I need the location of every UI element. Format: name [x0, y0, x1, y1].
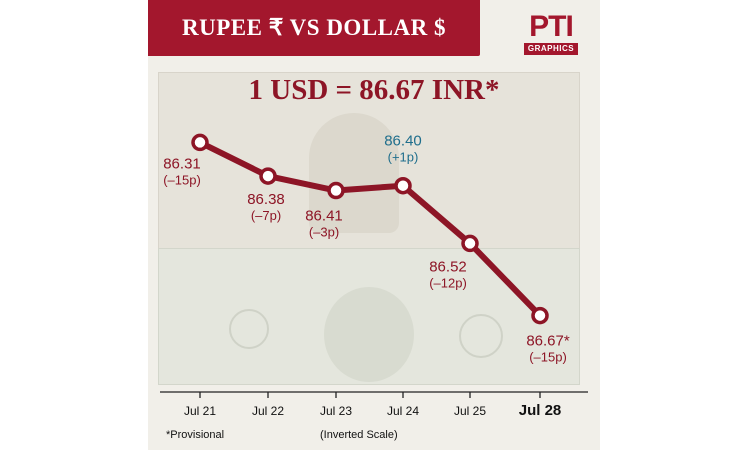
- pti-logo-mark: PTI: [529, 10, 574, 43]
- inverted-scale-note: (Inverted Scale): [320, 429, 398, 441]
- data-value-label: 86.38: [247, 191, 285, 208]
- data-change-label: (–15p): [529, 350, 567, 365]
- x-tick-label: Jul 23: [320, 404, 352, 418]
- title-banner: RUPEE ₹ VS DOLLAR $: [148, 0, 480, 56]
- data-value-label: 86.67*: [526, 333, 570, 350]
- data-change-label: (–15p): [163, 172, 201, 187]
- data-point: [259, 167, 277, 185]
- dollar-portrait-image: [324, 287, 414, 382]
- rupee-portrait-image: [309, 113, 399, 233]
- pti-logo: PTI GRAPHICS: [522, 12, 580, 56]
- dollar-seal-icon: [229, 309, 269, 349]
- dollar-seal-icon-2: [459, 314, 503, 358]
- data-point: [327, 181, 345, 200]
- data-change-label: (–3p): [309, 225, 339, 240]
- x-tick-label: Jul 24: [387, 404, 419, 418]
- rupee-note-image: [158, 72, 580, 252]
- page-title: RUPEE ₹ VS DOLLAR $: [182, 15, 446, 40]
- exchange-rate-headline: 1 USD = 86.67 INR*: [248, 74, 500, 106]
- data-point: [461, 234, 479, 253]
- x-tick-label: Jul 25: [454, 404, 486, 418]
- dollar-note-image: [158, 248, 580, 385]
- data-value-label: 86.40: [384, 133, 422, 150]
- x-tick-label: Jul 28: [519, 402, 562, 419]
- data-change-label: (+1p): [388, 150, 419, 165]
- data-point: [394, 176, 412, 195]
- data-point: [191, 133, 209, 152]
- x-tick-label: Jul 22: [252, 404, 284, 418]
- rupee-line-chart: Jul 21 Jul 22 Jul 23 Jul 24 Jul 25 Jul 28 86.3…: [160, 133, 588, 419]
- data-change-label: (–12p): [429, 275, 467, 290]
- provisional-footnote: *Provisional: [166, 429, 225, 441]
- x-tick-label: Jul 21: [184, 404, 216, 418]
- series-line: [197, 139, 543, 319]
- data-value-label: 86.52: [429, 258, 467, 275]
- data-point: [531, 306, 549, 325]
- banknote-backdrop: [148, 0, 600, 450]
- pti-logo-sub: GRAPHICS: [524, 43, 578, 55]
- data-value-label: 86.41: [305, 208, 343, 225]
- data-change-label: (–7p): [251, 208, 281, 223]
- data-value-label: 86.31: [163, 155, 201, 172]
